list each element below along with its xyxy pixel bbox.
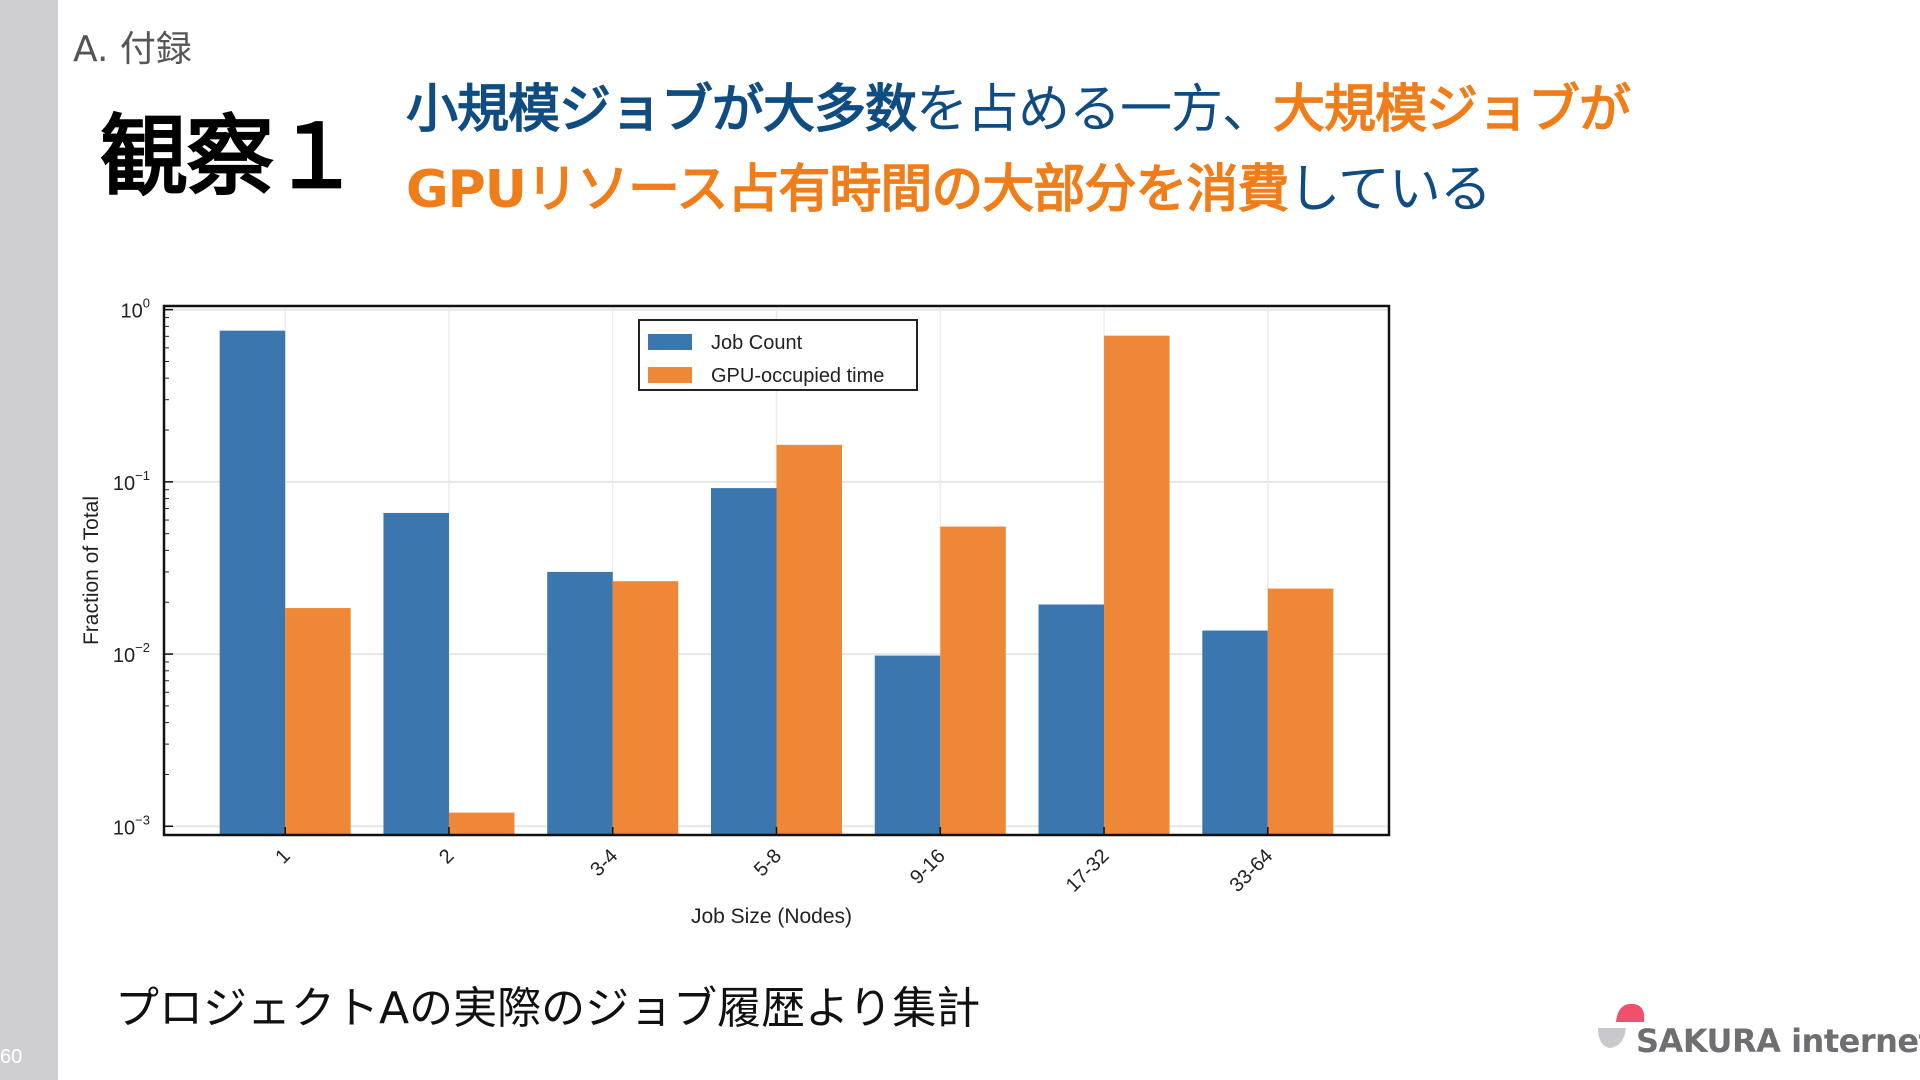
observation-title: 観察１ <box>100 105 360 208</box>
x-tick-label: 2 <box>435 845 458 868</box>
legend-label: Job Count <box>711 332 803 354</box>
x-tick-label: 3-4 <box>586 845 622 881</box>
caption: プロジェクトAの実際のジョブ履歴より集計 <box>115 983 981 1034</box>
headline-segment: 大規模ジョブが <box>1273 80 1631 140</box>
page-number: 60 <box>0 1046 23 1068</box>
headline-segment: 小規模ジョブが大多数 <box>406 80 917 140</box>
x-tick-label: 33-64 <box>1226 845 1278 897</box>
headline-line2: GPUリソース占有時間の大部分を消費している <box>406 150 1630 230</box>
sakura-logo-icon <box>1598 1003 1645 1048</box>
x-tick-label: 17-32 <box>1062 845 1114 897</box>
logo-text: SAKURA internet <box>1636 1022 1920 1060</box>
headline-segment: している <box>1288 160 1491 220</box>
bar-job-count <box>710 488 777 835</box>
bar-job-count <box>383 512 449 835</box>
bar-gpu-time <box>940 526 1006 835</box>
headline-segment: GPUリソース占有時間の大部分を消費 <box>406 160 1289 220</box>
bar-job-count <box>219 330 286 835</box>
headline-segment: を占める一方、 <box>916 80 1274 140</box>
sakura-internet-logo: SAKURA internet <box>1596 1000 1920 1070</box>
bar-gpu-time <box>285 608 351 835</box>
y-tick-label: 10−1 <box>113 468 150 495</box>
x-tick-label: 1 <box>271 845 294 868</box>
bar-job-count <box>1202 630 1268 835</box>
legend-swatch <box>648 334 692 350</box>
bar-job-count <box>1038 604 1105 835</box>
bar-job-count <box>547 571 613 835</box>
x-tick-label: 9-16 <box>906 845 950 889</box>
y-tick-label: 10−3 <box>113 812 150 839</box>
legend-label: GPU-occupied time <box>711 365 884 387</box>
bar-gpu-time <box>1104 335 1170 835</box>
headline: 小規模ジョブが大多数を占める一方、大規模ジョブが GPUリソース占有時間の大部分… <box>406 70 1631 230</box>
bar-gpu-time <box>1267 588 1334 835</box>
y-tick-label: 100 <box>121 296 150 323</box>
bar-gpu-time <box>776 444 843 835</box>
sidebar-strip <box>0 0 58 1080</box>
y-tick-label: 10−2 <box>113 640 150 667</box>
bar-gpu-time <box>448 812 515 835</box>
x-axis-label: Job Size (Nodes) <box>691 905 852 928</box>
section-label: A. 付録 <box>73 29 192 70</box>
y-axis-label: Fraction of Total <box>80 496 103 645</box>
legend-swatch <box>648 367 692 383</box>
bar-gpu-time <box>612 581 679 835</box>
bar-job-count <box>874 655 941 835</box>
x-tick-label: 5-8 <box>750 845 786 881</box>
headline-line1: 小規模ジョブが大多数を占める一方、大規模ジョブが <box>406 70 1631 150</box>
